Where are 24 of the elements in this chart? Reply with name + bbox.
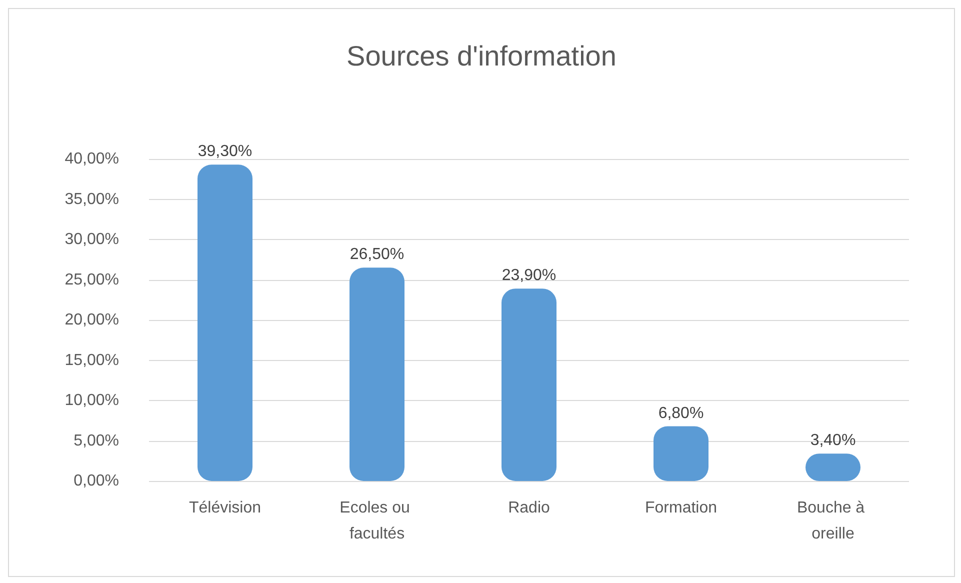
data-label: 39,30%	[198, 143, 252, 160]
data-label: 6,80%	[658, 404, 704, 422]
x-tick-label: Ecoles ou facultés	[340, 500, 414, 542]
y-tick-label: 35,00%	[64, 190, 119, 208]
x-tick-label: Formation	[644, 500, 718, 516]
data-label: 26,50%	[350, 246, 404, 264]
data-label: 3,40%	[810, 432, 856, 450]
y-tick-label: 40,00%	[64, 150, 119, 168]
y-tick-label: 10,00%	[64, 392, 119, 409]
chart-title: Sources d'information	[346, 40, 616, 72]
x-tick-label: Télévision	[188, 500, 262, 516]
y-tick-label: 25,00%	[64, 271, 119, 288]
x-tick-label: Radio	[508, 500, 550, 516]
y-tick-label: 5,00%	[74, 432, 119, 450]
y-tick-label: 0,00%	[74, 472, 119, 490]
bar	[502, 288, 556, 481]
bar	[198, 164, 252, 481]
y-tick-label: 20,00%	[64, 312, 119, 328]
y-tick-label: 30,00%	[64, 231, 119, 248]
bar	[654, 426, 708, 481]
bar	[350, 268, 404, 481]
y-tick-label: 15,00%	[64, 352, 119, 369]
x-tick-label: Bouche à oreille	[796, 500, 870, 542]
data-label: 23,90%	[502, 267, 556, 284]
